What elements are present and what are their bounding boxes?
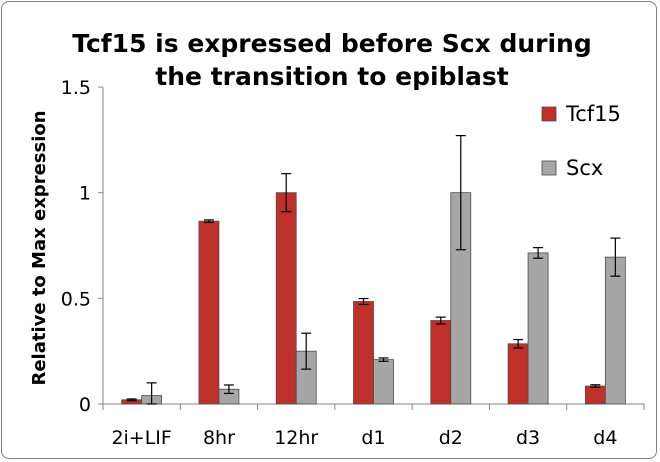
error-bar-tcf15	[590, 384, 601, 388]
y-tick-label: 0	[79, 394, 91, 416]
x-tick-label: d2	[439, 427, 463, 449]
error-bar-tcf15	[358, 297, 369, 306]
bar-tcf15	[430, 320, 452, 405]
error-bar-scx	[455, 135, 466, 251]
x-tick-label: d1	[361, 427, 385, 449]
bar-scx	[604, 256, 626, 405]
y-tick-label: 0.5	[61, 288, 91, 310]
legend: Tcf15 Scx	[541, 102, 621, 180]
error-bar-scx	[378, 357, 389, 362]
y-tick-label: 1	[79, 183, 91, 205]
error-bar-scx	[301, 332, 312, 370]
bar-scx	[527, 252, 549, 405]
legend-swatch-tcf15	[541, 106, 557, 122]
error-bars	[126, 135, 621, 405]
bar-tcf15	[198, 220, 220, 405]
y-axis-label: Relative to Max expression	[29, 110, 50, 385]
x-tick-label: 2i+LIF	[111, 427, 171, 449]
x-tick-label: d3	[516, 427, 540, 449]
chart-title-line-2: the transition to epiblast	[155, 62, 508, 91]
x-tick-label: d4	[593, 427, 617, 449]
error-bar-tcf15	[126, 398, 137, 402]
error-bar-tcf15	[281, 173, 292, 213]
bar-scx	[373, 359, 394, 405]
x-tick-label: 12hr	[274, 427, 318, 449]
axes	[98, 86, 645, 410]
bar-tcf15	[507, 343, 529, 405]
legend-label-scx: Scx	[566, 156, 603, 180]
error-bar-scx	[610, 237, 621, 277]
bar-tcf15	[275, 192, 297, 405]
chart-title: Tcf15 is expressed before Scx during the…	[72, 29, 591, 91]
legend-label-tcf15: Tcf15	[565, 102, 621, 126]
error-bar-tcf15	[513, 338, 524, 349]
error-bar-scx	[146, 382, 157, 405]
error-bar-tcf15	[435, 316, 446, 325]
x-tick-label: 8hr	[203, 427, 235, 449]
y-tick-label: 1.5	[61, 77, 91, 99]
error-bar-scx	[533, 247, 544, 259]
legend-swatch-scx	[541, 160, 557, 176]
bars	[121, 192, 626, 405]
error-bar-scx	[223, 384, 234, 395]
bar-tcf15	[584, 385, 606, 405]
x-tick-labels: 2i+LIF 8hr 12hr d1 d2 d3 d4	[111, 427, 617, 449]
error-bar-tcf15	[203, 219, 214, 224]
bar-tcf15	[353, 301, 374, 405]
chart-title-line-1: Tcf15 is expressed before Scx during	[72, 29, 591, 58]
y-tick-labels: 0 0.5 1 1.5	[61, 77, 91, 416]
